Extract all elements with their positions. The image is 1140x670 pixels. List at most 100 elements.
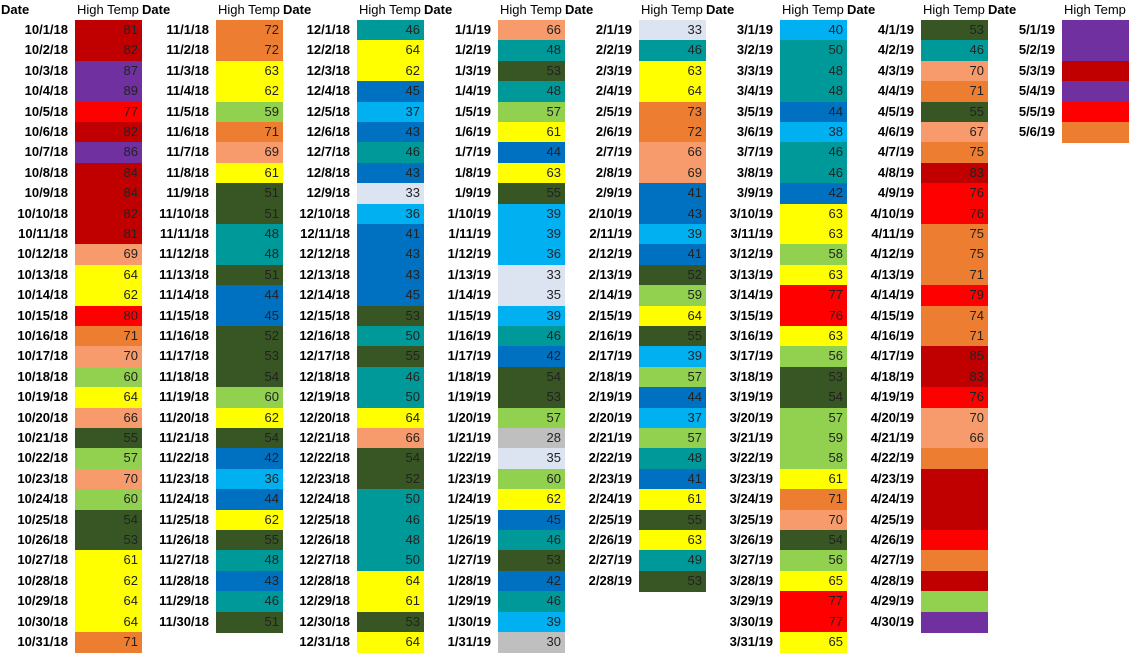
date-label: 2/18/19 (588, 368, 632, 384)
temp-value: 64 (123, 613, 138, 629)
temp-value: 53 (405, 613, 420, 629)
temp-value: 55 (969, 103, 984, 119)
date-label: 10/7/18 (24, 144, 68, 160)
temp-value: 70 (969, 62, 984, 78)
temp-value: 61 (264, 164, 279, 180)
temp-value: 76 (828, 307, 843, 323)
temp-cell: 46 (639, 40, 706, 62)
temp-cell: 66 (498, 20, 565, 41)
temp-value: 71 (123, 328, 138, 343)
temp-cell: 70 (780, 509, 847, 531)
temp-cell: 58 (780, 448, 847, 470)
date-label: 10/3/18 (24, 62, 68, 78)
temp-cell: 64 (357, 570, 424, 592)
date-label: 4/28/19 (870, 572, 914, 588)
temp-value: 64 (123, 389, 138, 405)
date-label: 2/28/19 (588, 572, 632, 588)
date-label: 10/18/18 (17, 368, 68, 384)
temp-cell: 69 (75, 244, 142, 266)
date-label: 11/11/18 (159, 226, 209, 241)
temp-cell: 69 (639, 162, 706, 184)
date-label: 1/27/19 (447, 552, 491, 568)
temp-value: 46 (828, 164, 843, 180)
temp-cell: 43 (357, 162, 424, 184)
date-label: 3/11/19 (730, 226, 773, 241)
date-label: 12/6/18 (306, 124, 350, 139)
temp-cell: 41 (357, 224, 424, 245)
temp-value: 52 (687, 266, 702, 282)
temp-cell: 53 (921, 20, 988, 41)
temp-value: 62 (264, 83, 279, 99)
temp-value: 71 (969, 328, 984, 343)
temp-cell: 55 (639, 509, 706, 531)
date-label: 4/19/19 (870, 389, 914, 405)
temp-value: 41 (687, 470, 702, 486)
temp-value: 63 (264, 62, 279, 78)
date-label: 2/13/19 (588, 266, 632, 282)
temp-cell: 45 (216, 305, 283, 327)
temp-cell: 61 (780, 468, 847, 490)
temp-value: 50 (405, 389, 420, 405)
temp-cell: 42 (780, 183, 847, 205)
temp-cell: 33 (498, 264, 565, 286)
temp-cell: 54 (357, 448, 424, 470)
temp-value: 77 (123, 103, 138, 119)
temp-cell (921, 611, 988, 633)
date-label: 11/9/18 (166, 185, 209, 201)
temp-value: 76 (969, 205, 984, 221)
temp-cell: 57 (780, 407, 847, 429)
temp-value: 48 (264, 552, 279, 568)
temp-cell: 76 (921, 387, 988, 409)
temp-cell: 50 (357, 550, 424, 572)
date-label: 12/8/18 (306, 164, 350, 180)
temp-value: 65 (828, 634, 843, 649)
temp-cell: 54 (216, 366, 283, 388)
temp-value: 50 (828, 42, 843, 58)
high-temp-header: High Temp (923, 2, 985, 17)
date-label: 3/4/19 (736, 83, 773, 99)
temp-value: 63 (828, 205, 843, 221)
temp-cell: 39 (639, 346, 706, 368)
date-label: 10/17/18 (17, 348, 68, 364)
temp-cell: 46 (780, 142, 847, 164)
temp-cell: 70 (75, 468, 142, 490)
temp-cell: 53 (498, 387, 565, 409)
date-label: 3/22/19 (729, 450, 773, 466)
temp-value: 45 (405, 287, 420, 303)
temp-value: 48 (687, 450, 702, 466)
temp-cell: 55 (921, 101, 988, 123)
temp-cell: 57 (639, 366, 706, 388)
temp-cell: 71 (921, 264, 988, 286)
temp-value: 28 (546, 430, 561, 445)
date-label: 5/5/19 (1018, 103, 1055, 119)
temp-value: 46 (546, 532, 561, 547)
temp-cell: 69 (216, 142, 283, 164)
temp-cell (1062, 81, 1129, 103)
date-label: 12/14/18 (299, 287, 350, 303)
temp-cell: 62 (498, 489, 565, 511)
temp-value: 46 (405, 368, 420, 384)
date-label: 12/9/18 (306, 185, 350, 201)
temp-value: 63 (828, 226, 843, 241)
temp-value: 82 (123, 205, 138, 221)
date-label: 5/2/19 (1018, 42, 1055, 58)
date-label: 4/9/19 (877, 185, 914, 201)
temp-value: 52 (405, 470, 420, 486)
date-label: 11/18/18 (159, 368, 209, 384)
temp-value: 76 (969, 185, 984, 201)
temp-value: 84 (123, 185, 138, 201)
date-label: 1/1/19 (454, 22, 491, 37)
temp-value: 45 (264, 307, 279, 323)
temp-cell: 70 (75, 346, 142, 368)
date-label: 2/5/19 (595, 103, 632, 119)
temp-cell: 35 (498, 285, 565, 307)
temp-value: 30 (546, 634, 561, 649)
temp-value: 83 (969, 164, 984, 180)
date-label: 11/14/18 (159, 287, 209, 303)
date-label: 12/3/18 (306, 62, 350, 78)
temp-cell: 64 (357, 407, 424, 429)
date-label: 3/15/19 (729, 307, 773, 323)
temp-value: 66 (546, 22, 561, 37)
temp-cell: 48 (498, 81, 565, 103)
temp-cell: 46 (357, 20, 424, 41)
